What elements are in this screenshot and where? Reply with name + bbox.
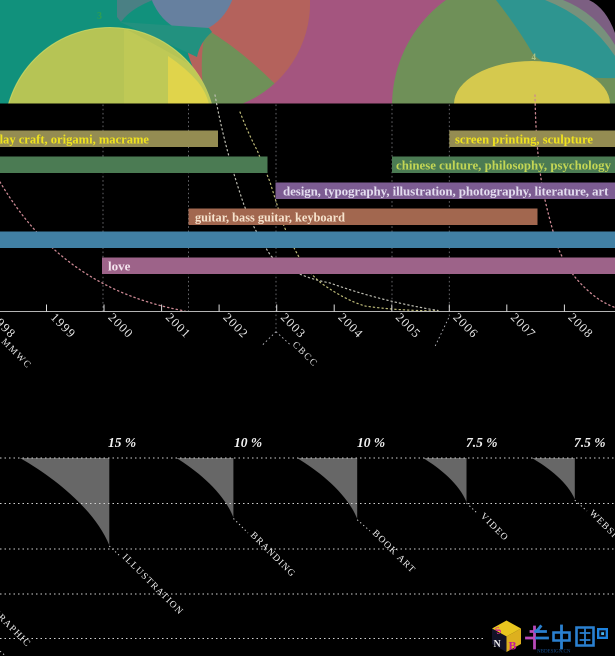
svg-text:chinese culture, philosophy, p: chinese culture, philosophy, psychology xyxy=(396,158,611,173)
svg-text:7.5 %: 7.5 % xyxy=(574,435,606,450)
svg-text:2008: 2008 xyxy=(565,310,596,341)
svg-text:BOOK ART: BOOK ART xyxy=(370,529,417,576)
svg-text:guitar, bass guitar, keyboard: guitar, bass guitar, keyboard xyxy=(195,210,346,225)
svg-text:love: love xyxy=(108,259,131,274)
svg-text:10 %: 10 % xyxy=(234,435,262,450)
svg-text:2003: 2003 xyxy=(278,310,309,341)
svg-text:3: 3 xyxy=(97,11,102,22)
svg-text:screen printing, sculpture: screen printing, sculpture xyxy=(455,132,593,147)
svg-text:2002: 2002 xyxy=(220,310,251,341)
svg-text:2007: 2007 xyxy=(508,310,539,341)
svg-text:1999: 1999 xyxy=(48,310,79,341)
svg-text:4: 4 xyxy=(532,52,537,62)
svg-text:7.5 %: 7.5 % xyxy=(466,435,498,450)
svg-text:MMWC: MMWC xyxy=(0,337,33,371)
svg-text:NBDESIGN.CN: NBDESIGN.CN xyxy=(537,650,571,655)
svg-text:CBCC: CBCC xyxy=(290,340,320,370)
svg-text:design, typography, illustrati: design, typography, illustration, photog… xyxy=(283,184,609,199)
svg-text:2005: 2005 xyxy=(393,310,424,341)
svg-text:BRANDING: BRANDING xyxy=(248,531,297,580)
svg-text:1998: 1998 xyxy=(0,310,19,341)
svg-text:2001: 2001 xyxy=(163,310,194,341)
svg-text:clay craft, origami, macrame: clay craft, origami, macrame xyxy=(0,132,149,147)
svg-text:2006: 2006 xyxy=(450,310,481,341)
svg-text:15 %: 15 % xyxy=(108,435,136,450)
svg-text:VIDEO: VIDEO xyxy=(478,512,510,544)
svg-text:GRAPHIC: GRAPHIC xyxy=(0,607,32,650)
svg-text:2004: 2004 xyxy=(335,310,366,341)
svg-text:10 %: 10 % xyxy=(357,435,385,450)
svg-text:S: S xyxy=(494,625,504,638)
svg-text:B: B xyxy=(509,639,517,653)
svg-text:2000: 2000 xyxy=(105,310,136,341)
svg-text:WEBSITE: WEBSITE xyxy=(587,509,615,551)
svg-text:ILLUSTRATION: ILLUSTRATION xyxy=(120,553,185,618)
svg-text:N: N xyxy=(494,639,502,650)
